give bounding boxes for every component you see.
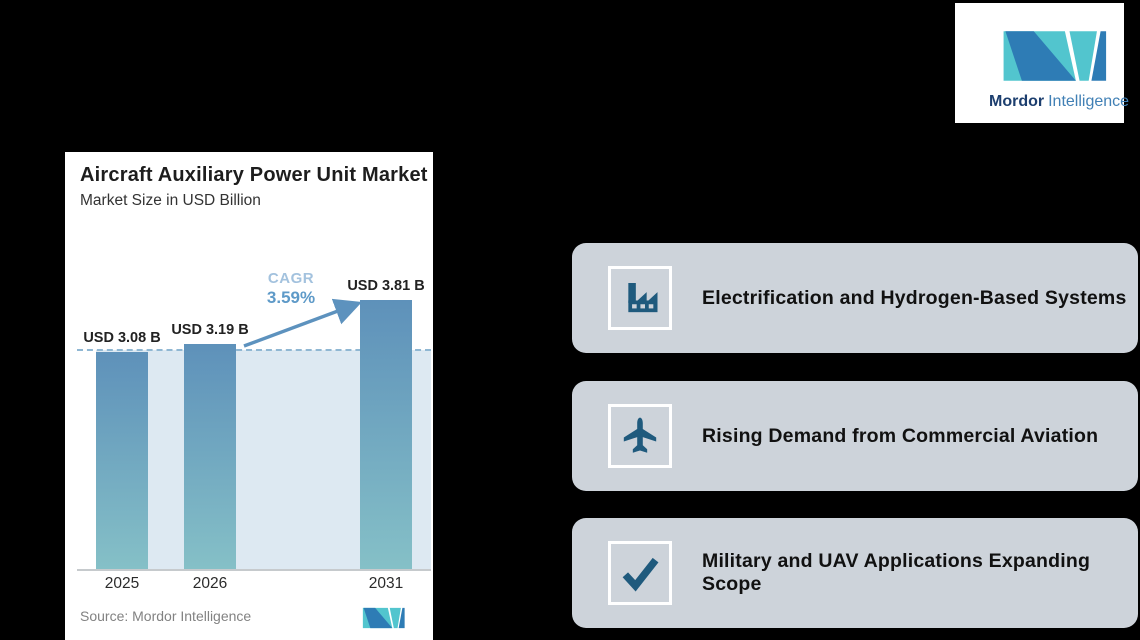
x-tick-label: 2031 — [368, 575, 404, 592]
highlight-label: Military and UAV Applications Expanding … — [702, 550, 1091, 595]
mordor-intelligence-logo-icon — [1003, 31, 1107, 81]
bar-value-label: USD 3.81 B — [347, 278, 425, 294]
cagr-label: CAGR — [267, 270, 315, 287]
airplane-icon — [623, 417, 657, 453]
brand-box: Mordor Intelligence — [955, 3, 1129, 123]
mordor-intelligence-mini-logo-icon — [362, 607, 405, 629]
brand-name-secondary: Intelligence — [1048, 93, 1130, 110]
bar-value-label: USD 3.19 B — [171, 322, 249, 338]
icon-frame — [608, 541, 672, 605]
brand-name-primary: Mordor — [989, 93, 1045, 110]
highlight-label: Rising Demand from Commercial Aviation — [702, 424, 1099, 447]
brand-name: Mordor Intelligence — [989, 93, 1129, 111]
chart-title: Aircraft Auxiliary Power Unit Market — [80, 164, 428, 186]
cagr-value: 3.59% — [266, 288, 316, 307]
bar-value-label: USD 3.08 B — [83, 330, 161, 346]
highlight-electrification: Electrification and Hydrogen-Based Syste… — [572, 243, 1138, 353]
icon-frame — [608, 266, 672, 330]
checkmark-icon — [622, 557, 659, 592]
x-tick-label: 2025 — [104, 575, 140, 592]
growth-arrow-icon — [243, 298, 362, 348]
x-axis-line — [77, 569, 431, 571]
bar-2026 — [184, 344, 236, 569]
bar-2031 — [360, 300, 412, 569]
x-tick-label: 2026 — [192, 575, 228, 592]
highlight-commercial-aviation: Rising Demand from Commercial Aviation — [572, 381, 1138, 491]
cagr-annotation: CAGR 3.59% — [231, 270, 351, 308]
highlight-label: Electrification and Hydrogen-Based Syste… — [702, 286, 1127, 309]
factory-icon — [628, 283, 658, 313]
icon-frame — [608, 404, 672, 468]
chart-subtitle: Market Size in USD Billion — [80, 192, 261, 209]
bar-2025 — [96, 352, 148, 569]
highlight-military-uav: Military and UAV Applications Expanding … — [572, 518, 1138, 628]
source-attribution: Source: Mordor Intelligence — [80, 608, 252, 624]
chart-card: Aircraft Auxiliary Power Unit Market Mar… — [65, 152, 433, 640]
reference-dashed-line — [77, 349, 431, 351]
